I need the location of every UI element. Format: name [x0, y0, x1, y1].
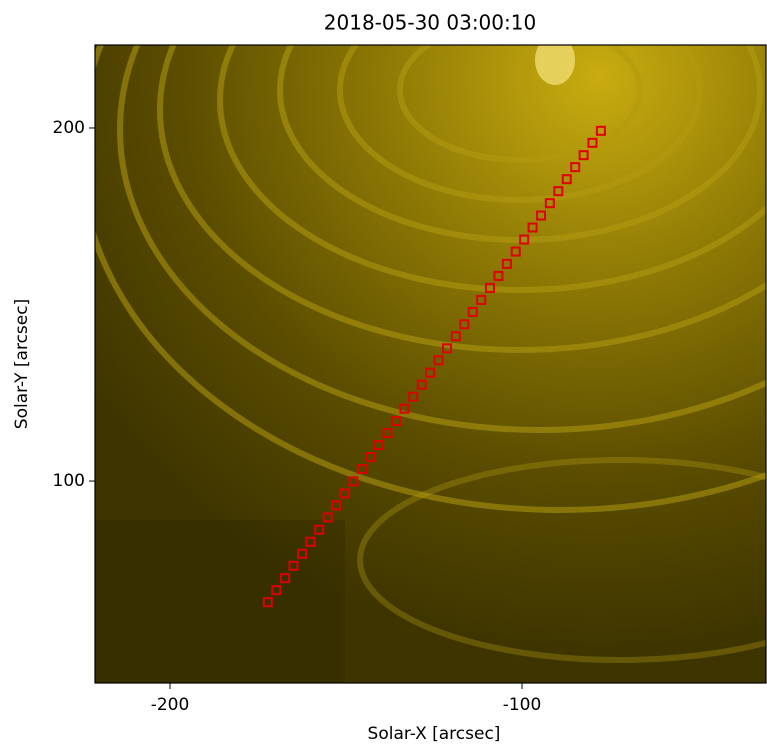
marker: [348, 476, 359, 487]
marker: [561, 174, 572, 185]
marker: [339, 488, 350, 499]
chart-title: 2018-05-30 03:00:10: [324, 11, 536, 35]
marker: [365, 452, 376, 463]
y-axis-label: Solar-Y [arcsec]: [12, 299, 32, 429]
marker: [467, 306, 478, 317]
marker: [331, 500, 342, 511]
marker: [484, 282, 495, 293]
marker: [450, 331, 461, 342]
marker: [553, 186, 564, 197]
marker: [459, 319, 470, 330]
marker: [442, 343, 453, 354]
marker: [271, 585, 282, 596]
marker: [390, 416, 401, 427]
marker: [408, 391, 419, 402]
y-tick-label: 100: [53, 471, 85, 491]
marker: [493, 270, 504, 281]
y-tick-label: 200: [53, 118, 85, 138]
marker: [305, 536, 316, 547]
marker: [501, 258, 512, 269]
marker: [476, 294, 487, 305]
marker: [570, 162, 581, 173]
marker: [288, 560, 299, 571]
plot-frame: [94, 44, 767, 684]
marker: [373, 440, 384, 451]
marker: [425, 367, 436, 378]
marker: [519, 234, 530, 245]
marker: [536, 210, 547, 221]
marker: [382, 428, 393, 439]
marker: [356, 464, 367, 475]
marker: [297, 548, 308, 559]
x-tick-label: -100: [503, 695, 542, 715]
marker: [595, 125, 606, 136]
marker: [433, 355, 444, 366]
marker: [399, 403, 410, 414]
marker: [262, 597, 273, 608]
x-tick-label: -200: [151, 695, 190, 715]
marker: [544, 198, 555, 209]
marker: [314, 524, 325, 535]
x-axis-label: Solar-X [arcsec]: [368, 724, 501, 744]
marker: [578, 150, 589, 161]
marker: [587, 137, 598, 148]
marker: [510, 246, 521, 257]
marker: [280, 573, 291, 584]
marker: [416, 379, 427, 390]
marker: [527, 222, 538, 233]
marker: [322, 512, 333, 523]
solar-image: [95, 45, 766, 683]
